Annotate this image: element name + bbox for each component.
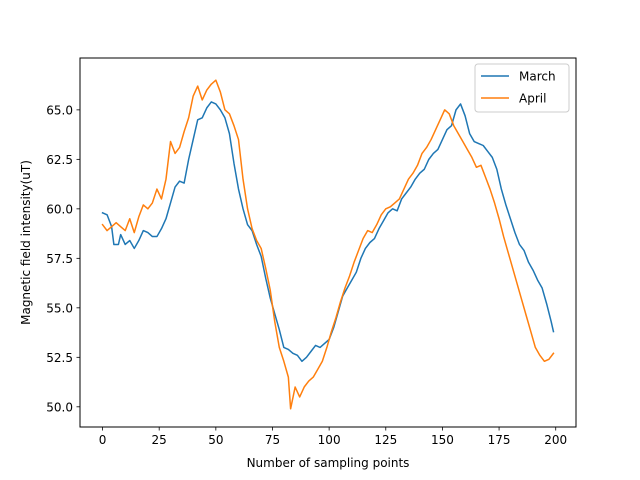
x-tick-label: 0 <box>99 433 107 447</box>
x-tick-label: 75 <box>265 433 280 447</box>
y-tick-label: 65.0 <box>46 103 73 117</box>
series-line-april <box>101 79 555 410</box>
x-tick-label: 175 <box>488 433 511 447</box>
legend-label-march: March <box>519 70 556 84</box>
legend-label-april: April <box>519 92 546 106</box>
x-axis-label: Number of sampling points <box>247 456 410 470</box>
x-tick-label: 50 <box>208 433 223 447</box>
plot-lines <box>101 79 555 410</box>
legend: March April <box>474 63 570 113</box>
x-tick-label: 200 <box>544 433 567 447</box>
y-axis-label: Magnetic field intensity(uT) <box>19 160 33 325</box>
y-tick-label: 55.0 <box>46 301 73 315</box>
series-line-march <box>101 101 555 363</box>
x-tick-label: 100 <box>318 433 341 447</box>
x-axis-ticks: 0 25 50 75 100 125 150 175 200 <box>99 427 567 447</box>
x-tick-label: 25 <box>152 433 167 447</box>
y-tick-label: 62.5 <box>46 153 73 167</box>
y-tick-label: 52.5 <box>46 351 73 365</box>
y-tick-label: 60.0 <box>46 202 73 216</box>
plot-frame <box>79 57 577 428</box>
x-tick-label: 150 <box>431 433 454 447</box>
y-tick-label: 57.5 <box>46 252 73 266</box>
y-axis-ticks: 50.0 52.5 55.0 57.5 60.0 62.5 65.0 <box>46 103 80 414</box>
y-tick-label: 50.0 <box>46 400 73 414</box>
x-tick-label: 125 <box>374 433 397 447</box>
